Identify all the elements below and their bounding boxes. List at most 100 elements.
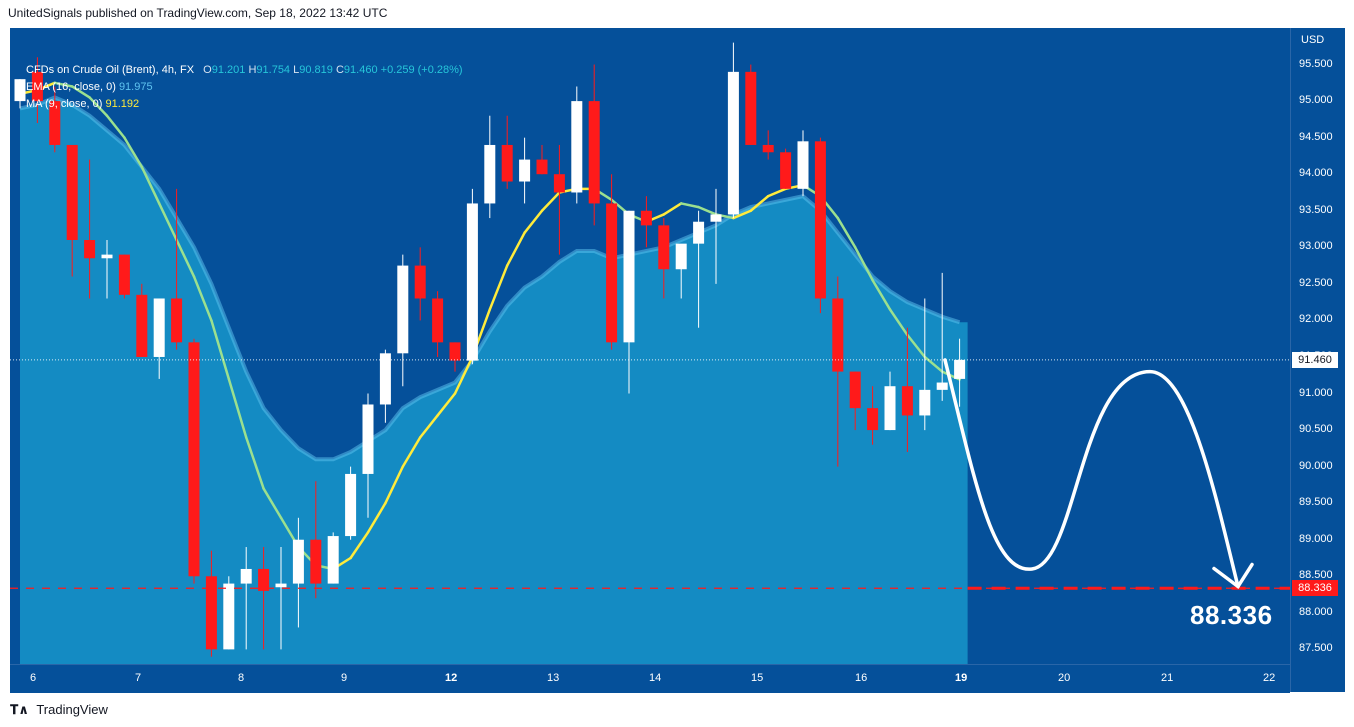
candle-body bbox=[780, 152, 792, 189]
footer-brand[interactable]: 𝐓∧ TradingView bbox=[10, 702, 108, 718]
candle-body bbox=[867, 408, 879, 431]
ma-line-segment bbox=[140, 165, 161, 205]
candle-body bbox=[675, 243, 687, 270]
ma-line-segment bbox=[871, 278, 892, 311]
candle-body bbox=[588, 101, 600, 204]
candle-body bbox=[379, 353, 391, 405]
ma-line-segment bbox=[70, 85, 91, 99]
candle-body bbox=[49, 101, 61, 145]
candle-body bbox=[536, 159, 548, 175]
price-tick-label: 89.500 bbox=[1299, 496, 1333, 509]
time-tick-label: 14 bbox=[649, 672, 662, 684]
time-tick-label: 6 bbox=[30, 672, 37, 684]
time-tick-label: 20 bbox=[1058, 672, 1071, 684]
time-tick-label: 8 bbox=[238, 672, 245, 684]
chart-legend: CFDs on Crude Oil (Brent), 4h, FX O91.20… bbox=[26, 62, 463, 113]
legend-ma-label: MA (9, close, 0) bbox=[26, 98, 103, 110]
price-tick-label: 88.000 bbox=[1299, 605, 1333, 618]
target-price-tag: 88.336 bbox=[1292, 580, 1338, 597]
ma-line-segment bbox=[175, 238, 196, 278]
candle-body bbox=[640, 210, 652, 226]
legend-close-value: 91.460 bbox=[343, 64, 378, 76]
ma-line-segment bbox=[227, 377, 248, 439]
candle-body bbox=[519, 159, 531, 182]
candle-body bbox=[153, 298, 165, 357]
chart-pane[interactable]: CFDs on Crude Oil (Brent), 4h, FX O91.20… bbox=[10, 28, 1290, 692]
candle-body bbox=[954, 359, 966, 379]
price-tick-label: 93.000 bbox=[1299, 240, 1333, 253]
legend-symbol-row[interactable]: CFDs on Crude Oil (Brent), 4h, FX O91.20… bbox=[26, 62, 463, 79]
legend-low-key: L bbox=[293, 64, 300, 76]
legend-open-key: O bbox=[203, 64, 212, 76]
ma-line-segment bbox=[697, 205, 718, 216]
publish-info: UnitedSignals published on TradingView.c… bbox=[8, 6, 388, 20]
ma-line-segment bbox=[488, 264, 509, 311]
currency-label: USD bbox=[1301, 34, 1325, 46]
ma-line-segment bbox=[88, 96, 109, 117]
ma-line-segment bbox=[53, 81, 74, 88]
ma-line-segment bbox=[766, 187, 787, 198]
time-tick-label: 9 bbox=[341, 672, 348, 684]
candle-body bbox=[171, 298, 183, 343]
ma-line-segment bbox=[836, 216, 857, 249]
ma-line-segment bbox=[436, 392, 457, 417]
candle-body bbox=[432, 298, 444, 343]
ma-line-segment bbox=[923, 355, 944, 373]
candle-body bbox=[31, 71, 43, 102]
projection-arrowhead bbox=[1212, 562, 1254, 590]
time-axis[interactable]: 6 7 8 9 12 13 14 15 16 19 20 21 22 bbox=[10, 664, 1290, 693]
legend-ema-row[interactable]: EMA (16, close, 0) 91.975 bbox=[26, 79, 463, 96]
candle-body bbox=[762, 144, 774, 153]
candle-body bbox=[414, 265, 426, 299]
price-tick-label: 90.000 bbox=[1299, 459, 1333, 472]
candlestick-chart[interactable] bbox=[10, 28, 1290, 692]
ma-line-segment bbox=[210, 319, 231, 381]
candle-body bbox=[571, 101, 583, 193]
candle-body bbox=[658, 225, 670, 270]
candle-body bbox=[84, 240, 96, 259]
candle-body bbox=[327, 536, 339, 584]
price-tick-label: 88.500 bbox=[1299, 569, 1333, 582]
candle-body bbox=[849, 371, 861, 409]
ma-line-segment bbox=[453, 355, 474, 395]
ma-line-segment bbox=[749, 194, 770, 213]
legend-ma-row[interactable]: MA (9, close, 0) 91.192 bbox=[26, 96, 463, 113]
legend-ema-value: 91.975 bbox=[118, 81, 153, 93]
ma-line-segment bbox=[523, 209, 544, 234]
ma-line-segment bbox=[662, 202, 683, 216]
candle-body bbox=[136, 294, 148, 357]
candle-body bbox=[693, 221, 705, 244]
candle-body bbox=[466, 203, 478, 361]
candle-body bbox=[606, 203, 618, 343]
target-price-annotation: 88.336 bbox=[1190, 600, 1273, 630]
ma-line-segment bbox=[105, 114, 126, 139]
time-tick-label: 22 bbox=[1263, 672, 1276, 684]
candle-body bbox=[832, 298, 844, 372]
tradingview-logo-icon: 𝐓∧ bbox=[10, 702, 29, 717]
ma-line-segment bbox=[888, 308, 909, 337]
price-tick-label: 92.500 bbox=[1299, 276, 1333, 289]
price-tick-label: 94.500 bbox=[1299, 130, 1333, 143]
candle-body bbox=[14, 79, 26, 102]
candle-body bbox=[745, 71, 757, 145]
price-tick-label: 89.000 bbox=[1299, 532, 1333, 545]
price-tick-label: 92.000 bbox=[1299, 313, 1333, 326]
price-tick-label: 93.500 bbox=[1299, 203, 1333, 216]
candle-body bbox=[710, 214, 722, 222]
candle-body bbox=[553, 174, 565, 193]
candle-body bbox=[362, 404, 374, 474]
ma-line-segment bbox=[349, 531, 370, 560]
candle-body bbox=[310, 539, 322, 584]
legend-close-key: C bbox=[335, 64, 344, 76]
candle-body bbox=[397, 265, 409, 354]
time-tick-label: 12 bbox=[445, 672, 458, 684]
ma-line-segment bbox=[679, 202, 700, 209]
candle-body bbox=[884, 386, 896, 431]
legend-low-value: 90.819 bbox=[299, 64, 333, 76]
candle-body bbox=[901, 386, 913, 416]
candle-body bbox=[258, 568, 270, 591]
candle-body bbox=[936, 382, 948, 390]
time-tick-label: 21 bbox=[1161, 672, 1174, 684]
candle-body bbox=[814, 141, 826, 299]
time-tick-label: 7 bbox=[135, 672, 142, 684]
